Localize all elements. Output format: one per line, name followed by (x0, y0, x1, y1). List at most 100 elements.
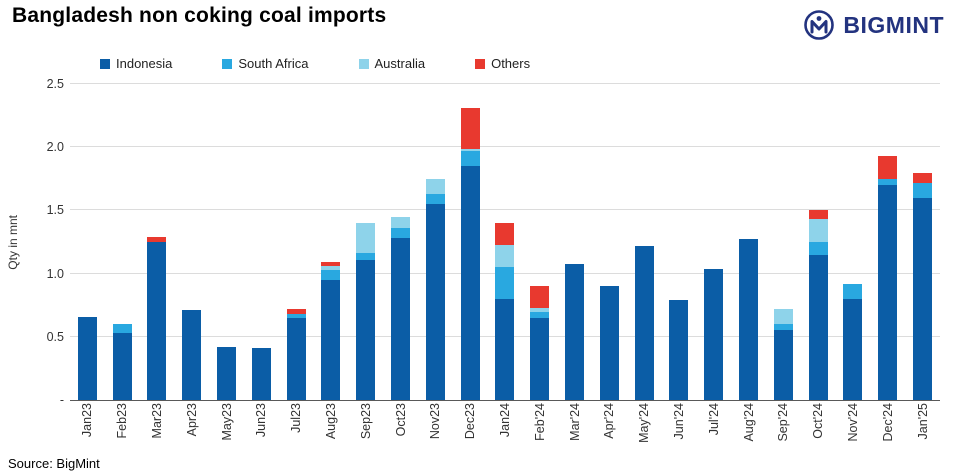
y-axis-title-wrap: Qty in mnt (6, 84, 20, 400)
x-label-slot: Oct23 (383, 403, 418, 461)
bar-jun'24 (669, 300, 689, 400)
gridline (70, 146, 940, 148)
bar-slot (662, 84, 697, 400)
bar-slot (592, 84, 627, 400)
bar-jan23 (77, 316, 97, 400)
bar-segment-indonesia (913, 197, 933, 400)
bar-segment-south-africa (112, 324, 132, 334)
chart-title: Bangladesh non coking coal imports (12, 4, 387, 27)
bar-segment-australia (808, 219, 828, 243)
bar-segment-south-africa (878, 178, 898, 186)
source-note: Source: BigMint (8, 456, 100, 471)
bar-segment-indonesia (182, 310, 202, 400)
bar-nov'24 (843, 283, 863, 400)
bar-slot (140, 84, 175, 400)
bar-slot (418, 84, 453, 400)
bar-slot (801, 84, 836, 400)
bar-segment-indonesia (704, 268, 724, 400)
legend-item-others: Others (475, 56, 530, 71)
bar-segment-indonesia (321, 279, 341, 400)
bar-slot (209, 84, 244, 400)
bar-jan'25 (913, 172, 933, 400)
x-label-slot: Apr23 (174, 403, 209, 461)
y-tick-label: 2.5 (46, 77, 64, 91)
x-axis-label: Jun23 (254, 403, 269, 438)
legend-label: Indonesia (116, 56, 173, 71)
bar-segment-south-africa (356, 253, 376, 260)
bar-slot (348, 84, 383, 400)
x-axis-label: Jan23 (80, 403, 95, 438)
bar-dec23 (460, 108, 480, 400)
x-axis-label: Mar'24 (567, 403, 582, 441)
x-label-slot: May'24 (627, 403, 662, 461)
bar-segment-australia (460, 148, 480, 152)
bar-slot (70, 84, 105, 400)
legend-label: Others (491, 56, 531, 71)
bar-segment-indonesia (565, 263, 585, 400)
bar-may23 (217, 346, 237, 400)
bar-segment-australia (391, 216, 411, 229)
bar-segment-indonesia (878, 185, 898, 400)
bar-segment-south-africa (391, 228, 411, 239)
x-axis-label: Aug'24 (741, 403, 756, 442)
x-label-slot: Feb'24 (522, 403, 557, 461)
bar-segment-indonesia (77, 316, 97, 400)
bigmint-logo-text: BIGMINT (843, 11, 944, 38)
bar-segment-indonesia (495, 298, 515, 400)
bar-segment-indonesia (739, 239, 759, 400)
bar-feb'24 (530, 286, 550, 400)
x-axis-label: May'24 (637, 403, 652, 443)
x-axis-label: Jan'25 (915, 403, 930, 440)
bar-segment-others (495, 223, 515, 245)
bar-segment-indonesia (391, 238, 411, 400)
bar-slot (453, 84, 488, 400)
bar-segment-others (530, 286, 550, 308)
x-label-slot: Jun23 (244, 403, 279, 461)
bar-segment-south-africa (808, 242, 828, 255)
bar-slot (766, 84, 801, 400)
bar-slot (627, 84, 662, 400)
bar-slot (696, 84, 731, 400)
y-axis-title: Qty in mnt (6, 214, 20, 270)
bar-segment-australia (321, 266, 341, 270)
bigmint-logo-icon (802, 8, 836, 42)
bars-row (70, 84, 940, 400)
x-label-slot: Sep'24 (766, 403, 801, 461)
legend: Indonesia South Africa Australia Others (100, 56, 530, 71)
legend-item-australia: Australia (358, 56, 425, 71)
bar-jul'24 (704, 268, 724, 400)
x-axis-label: Feb23 (115, 403, 130, 439)
bar-segment-indonesia (217, 346, 237, 400)
bar-segment-others (913, 172, 933, 183)
bar-segment-south-africa (286, 314, 306, 318)
bar-slot (836, 84, 871, 400)
bar-segment-indonesia (425, 204, 445, 400)
bar-may'24 (634, 245, 654, 400)
bar-sep23 (356, 223, 376, 400)
bar-jun23 (251, 348, 271, 400)
x-label-slot: Dec23 (453, 403, 488, 461)
x-axis-label: Dec23 (463, 403, 478, 440)
x-label-slot: Mar23 (140, 403, 175, 461)
bar-segment-indonesia (808, 254, 828, 400)
bar-segment-indonesia (843, 298, 863, 400)
bar-segment-south-africa (530, 311, 550, 318)
bar-segment-south-africa (425, 193, 445, 205)
bar-segment-indonesia (669, 300, 689, 400)
bar-slot (174, 84, 209, 400)
bar-slot (522, 84, 557, 400)
y-tick-label: 2.0 (46, 140, 64, 155)
y-tick-label: 1.5 (46, 203, 64, 218)
bar-slot (383, 84, 418, 400)
bar-segment-south-africa (913, 182, 933, 198)
bar-dec'24 (878, 156, 898, 400)
x-axis-label: Sep'24 (776, 403, 791, 442)
bar-segment-indonesia (251, 348, 271, 400)
bar-segment-indonesia (530, 317, 550, 400)
bar-segment-south-africa (495, 267, 515, 299)
bar-apr'24 (599, 286, 619, 400)
bar-sep'24 (773, 309, 793, 400)
legend-label: South Africa (238, 56, 309, 71)
x-axis-label: Oct23 (393, 403, 408, 437)
